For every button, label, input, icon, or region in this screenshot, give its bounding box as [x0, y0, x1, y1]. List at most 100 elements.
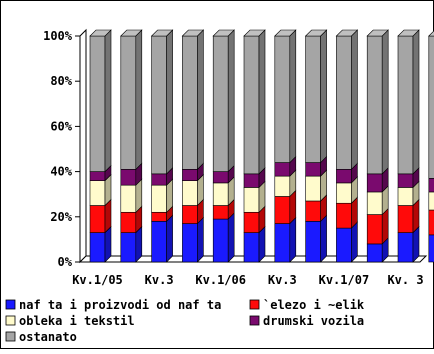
bar-segment	[151, 173, 167, 186]
legend-swatch	[249, 299, 260, 310]
bar-segment	[212, 218, 229, 263]
x-tick-label: Kv.1/07	[319, 273, 370, 287]
bar-top	[335, 29, 359, 37]
bar-segment	[243, 211, 260, 233]
bar-segment	[305, 221, 321, 263]
bar-segment	[428, 191, 434, 211]
bar-top	[212, 29, 235, 37]
bar-segment	[120, 184, 137, 213]
bar-segment	[274, 223, 291, 263]
y-tick-label: 40%	[50, 165, 72, 179]
bar-top	[274, 29, 297, 37]
bar-segment	[243, 35, 260, 175]
bar-segment-side	[412, 29, 420, 175]
bar-segment	[428, 234, 434, 263]
bar-segment	[336, 35, 352, 170]
bar-segment	[182, 180, 198, 206]
bar-segment	[366, 243, 383, 263]
bar-segment	[397, 173, 414, 188]
bar-segment	[89, 205, 106, 233]
bar-segment	[397, 35, 414, 175]
bar-segment	[243, 232, 260, 263]
bar-segment	[243, 173, 260, 188]
y-tick-label: 60%	[50, 119, 72, 133]
bar-segment	[151, 35, 167, 175]
plot-area: 0% 20% 40% 60% 80% 100% Kv.1/05 Kv.3 Kv.1/06 Kv.3…	[43, 28, 434, 287]
bar-segment	[182, 35, 198, 170]
legend-label: ostanato	[19, 330, 77, 344]
bar-segment-side	[258, 29, 266, 175]
y-tick-label: 100%	[43, 29, 73, 43]
bar-segment	[366, 191, 383, 215]
bar-segment	[428, 209, 434, 236]
bar-segment	[89, 180, 106, 206]
bar-segment	[212, 171, 229, 184]
bar-segment	[182, 169, 198, 181]
bar-top	[181, 29, 205, 37]
bar-segment	[151, 184, 167, 213]
bar-segment	[182, 223, 198, 263]
bar-segment	[397, 187, 414, 206]
bar-segment-side	[351, 221, 358, 263]
bar-segment-side	[289, 216, 297, 263]
bar-segment	[212, 182, 229, 206]
bar-segment-side	[351, 29, 358, 171]
legend-label: drumski vozila	[263, 314, 364, 328]
bar-segment	[305, 175, 321, 202]
bar-segment	[151, 221, 167, 263]
bar-segment	[120, 211, 137, 233]
bar-segment	[305, 35, 321, 163]
bar-segment	[336, 169, 352, 184]
bar-segment	[89, 171, 106, 181]
bar-segment	[397, 232, 414, 263]
y-tick-label: 80%	[50, 74, 72, 88]
bar-top	[397, 29, 420, 37]
y-tick-label: 20%	[50, 210, 72, 224]
y-tick-label: 0%	[58, 255, 73, 269]
bar-segment	[428, 35, 434, 179]
bar-segment	[243, 187, 260, 213]
legend-swatch	[5, 331, 16, 342]
bar-segment-side	[197, 29, 204, 171]
bar-segment-side	[381, 29, 389, 175]
bar-segment	[305, 200, 321, 222]
bar-top	[304, 29, 328, 37]
bar-top	[120, 29, 143, 37]
bar-segment	[274, 35, 291, 163]
bar-segment-side	[289, 29, 297, 164]
bar-segment	[274, 162, 291, 177]
bar-segment	[120, 35, 137, 170]
legend: naf ta i proizvodi od naf ta `elezo i ~el…	[2, 298, 432, 347]
bar-segment	[89, 232, 106, 263]
bar-top	[243, 29, 266, 37]
bar-segment	[120, 232, 137, 263]
x-tick-label: Kv. 3	[387, 273, 423, 287]
bar-segment	[336, 202, 352, 229]
bar-segment-side	[104, 29, 112, 173]
x-tick-label: Kv.3	[268, 273, 297, 287]
bar-segment	[212, 35, 229, 172]
bar-segment-side	[135, 29, 143, 171]
legend-swatch	[5, 315, 16, 326]
x-tick-label: Kv.3	[145, 273, 174, 287]
legend-box	[2, 298, 432, 347]
bar-top	[366, 29, 389, 37]
legend-swatch	[5, 299, 16, 310]
x-tick-label: Kv.1/05	[72, 273, 123, 287]
bar-segment	[89, 35, 106, 172]
legend-swatch	[249, 315, 260, 326]
bar-segment	[120, 169, 137, 186]
bar-segment	[336, 227, 352, 263]
bar-segment-side	[166, 29, 173, 175]
legend-label: naf ta i proizvodi od naf ta	[19, 298, 221, 312]
bar-segment	[212, 205, 229, 220]
bar-segment	[366, 173, 383, 193]
bar-segment	[336, 182, 352, 204]
legend-label: `elezo i ~elik	[263, 298, 365, 312]
bar-segment	[305, 162, 321, 177]
bar-segment	[366, 214, 383, 245]
bar-segment-side	[227, 29, 235, 173]
bar-top	[150, 29, 174, 37]
